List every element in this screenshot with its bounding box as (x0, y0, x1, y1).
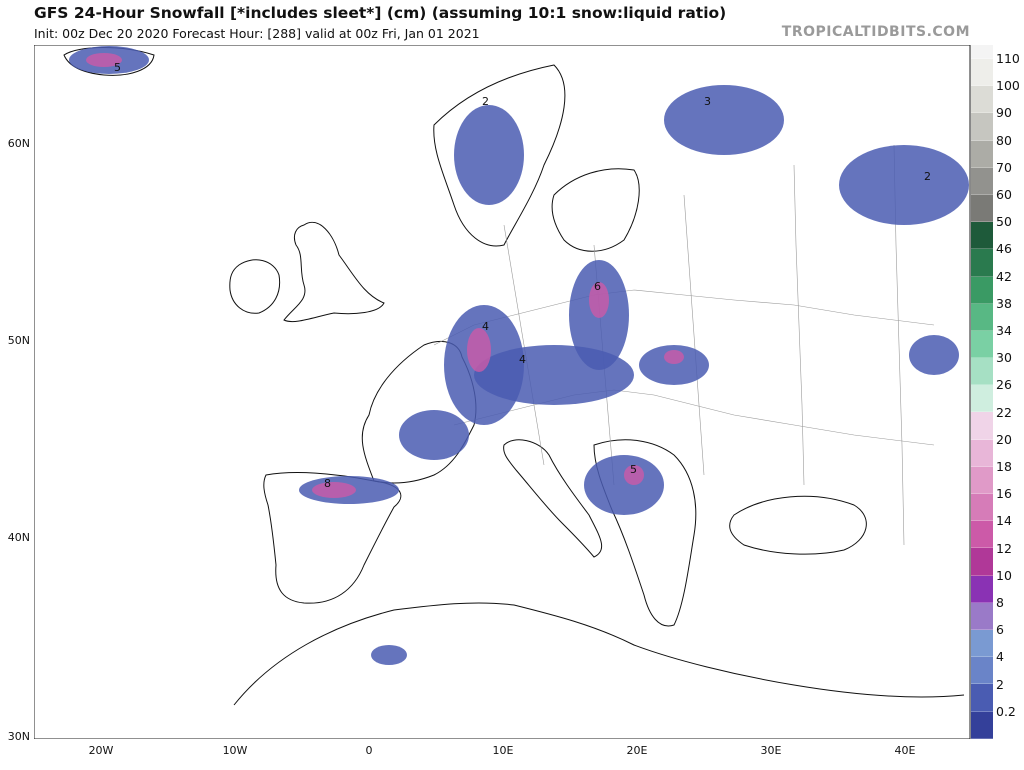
colorbar-label: 46 (996, 241, 1012, 257)
colorbar-cell (971, 330, 993, 359)
snowfall-map: 5 2 3 2 4 6 4 5 8 (34, 45, 970, 739)
colorbar-cell (971, 194, 993, 223)
colorbar-label: 110 (996, 51, 1020, 66)
colorbar-cell (971, 276, 993, 304)
lat-label-40n: 40N (7, 531, 30, 544)
lat-label-60n: 60N (7, 137, 30, 150)
colorbar-cell (971, 385, 993, 413)
colorbar-cell-top (971, 45, 993, 59)
coastlines (63, 47, 965, 706)
colorbar-label: 22 (996, 404, 1012, 420)
colorbar-label: 60 (996, 187, 1012, 202)
colorbar-cell (971, 59, 993, 87)
colorbar-label: 70 (996, 159, 1012, 175)
map-subtitle: Init: 00z Dec 20 2020 Forecast Hour: [28… (34, 26, 480, 41)
colorbar-cell (971, 657, 993, 685)
colorbar-label: 14 (996, 513, 1012, 529)
colorbar-cell (971, 303, 993, 331)
colorbar-cell (971, 711, 993, 739)
lon-label-40e: 40E (894, 744, 916, 757)
colorbar-cell (971, 412, 993, 440)
snow-label-germany: 4 (482, 320, 489, 333)
colorbar-label: 80 (996, 132, 1012, 148)
colorbar-cell (971, 358, 993, 386)
colorbar-cell (971, 684, 993, 712)
brand-watermark: TROPICALTIDBITS.COM (781, 24, 970, 40)
colorbar-label: 4 (996, 649, 1004, 665)
colorbar-cell (971, 249, 993, 277)
colorbar-cell (971, 575, 993, 603)
colorbar-label: 18 (996, 459, 1012, 474)
lon-label-20e: 20E (626, 744, 648, 757)
colorbar-label: 8 (996, 595, 1004, 610)
snow-label-finland: 3 (704, 95, 711, 108)
colorbar-label: 26 (996, 377, 1012, 393)
colorbar-cell (971, 548, 993, 576)
colorbar-labels: 110 100 90 80 70 60 50 46 42 38 34 30 26 22 20 18 16 14 12… (996, 45, 1024, 739)
colorbar-label: 0.2 (996, 703, 1016, 719)
colorbar-label: 90 (996, 105, 1012, 121)
colorbar-label: 20 (996, 431, 1012, 447)
colorbar-cell (971, 140, 993, 168)
snow-label-alps: 4 (519, 353, 526, 366)
snow-label-balkans: 5 (630, 463, 637, 476)
lat-label-50n: 50N (7, 334, 30, 347)
heavy-snow-areas (86, 53, 684, 498)
colorbar-cell (971, 167, 993, 195)
colorbar-cell (971, 494, 993, 522)
colorbar-label: 50 (996, 214, 1012, 230)
lon-label-30e: 30E (760, 744, 782, 757)
colorbar-cell (971, 466, 993, 494)
colorbar-label: 12 (996, 540, 1012, 556)
snow-label-scandinavia: 2 (482, 95, 489, 108)
snow-label-pyrenees: 8 (324, 477, 331, 490)
colorbar-cell (971, 113, 993, 141)
snow-label-iceland: 5 (114, 61, 121, 74)
lon-label-20w: 20W (88, 744, 114, 757)
lon-label-0: 0 (365, 744, 373, 757)
colorbar-label: 6 (996, 622, 1004, 638)
lon-label-10e: 10E (492, 744, 514, 757)
colorbar-cell (971, 222, 993, 250)
snow-label-poland: 6 (594, 280, 601, 293)
colorbar-label: 38 (996, 295, 1012, 311)
colorbar-label: 30 (996, 350, 1012, 366)
colorbar-label: 42 (996, 268, 1012, 284)
colorbar (970, 45, 993, 739)
colorbar-label: 34 (996, 323, 1012, 338)
lon-label-10w: 10W (222, 744, 248, 757)
colorbar-label: 10 (996, 567, 1012, 583)
lat-label-30n: 30N (7, 730, 30, 743)
colorbar-label: 16 (996, 486, 1012, 502)
colorbar-cell (971, 439, 993, 467)
snow-value-labels: 5 2 3 2 4 6 4 5 8 (114, 61, 931, 490)
colorbar-cell (971, 521, 993, 549)
colorbar-label: 100 (996, 78, 1020, 94)
map-title: GFS 24-Hour Snowfall [*includes sleet*] … (34, 4, 727, 22)
colorbar-cell (971, 602, 993, 630)
colorbar-cell (971, 629, 993, 658)
colorbar-cell (971, 86, 993, 114)
snow-label-russia: 2 (924, 170, 931, 183)
colorbar-label: 2 (996, 676, 1004, 692)
